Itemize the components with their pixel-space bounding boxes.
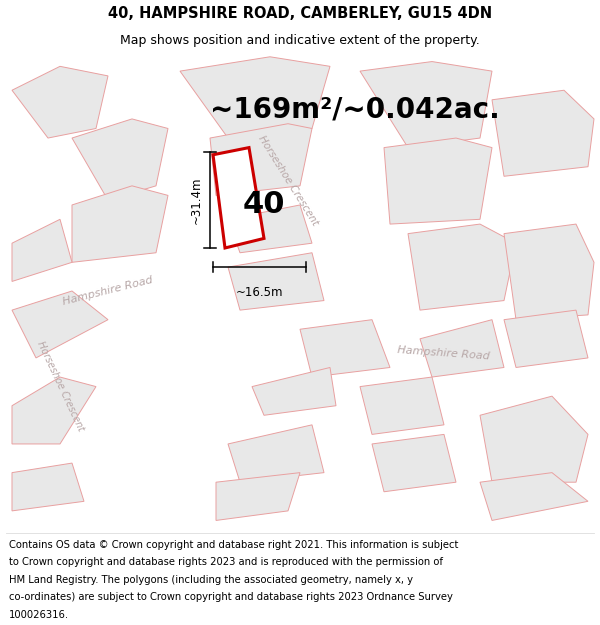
Polygon shape xyxy=(252,368,336,415)
Polygon shape xyxy=(480,472,588,521)
Text: ~31.4m: ~31.4m xyxy=(190,176,203,224)
Polygon shape xyxy=(12,463,84,511)
Polygon shape xyxy=(504,224,594,319)
Text: to Crown copyright and database rights 2023 and is reproduced with the permissio: to Crown copyright and database rights 2… xyxy=(9,557,443,567)
Polygon shape xyxy=(216,472,300,521)
Polygon shape xyxy=(12,66,108,138)
Text: 40: 40 xyxy=(243,191,285,219)
Polygon shape xyxy=(300,319,390,377)
Polygon shape xyxy=(228,253,324,310)
Polygon shape xyxy=(480,396,588,482)
Polygon shape xyxy=(12,377,96,444)
Text: Contains OS data © Crown copyright and database right 2021. This information is : Contains OS data © Crown copyright and d… xyxy=(9,539,458,549)
Polygon shape xyxy=(360,377,444,434)
Polygon shape xyxy=(360,61,492,148)
Text: 40, HAMPSHIRE ROAD, CAMBERLEY, GU15 4DN: 40, HAMPSHIRE ROAD, CAMBERLEY, GU15 4DN xyxy=(108,6,492,21)
Polygon shape xyxy=(12,291,108,358)
Polygon shape xyxy=(213,148,264,248)
Text: 100026316.: 100026316. xyxy=(9,610,69,620)
Polygon shape xyxy=(408,224,516,310)
Polygon shape xyxy=(384,138,492,224)
Text: Horseshoe Crescent: Horseshoe Crescent xyxy=(256,134,320,228)
Polygon shape xyxy=(12,219,72,281)
Text: Horseshoe Crescent: Horseshoe Crescent xyxy=(35,340,85,433)
Text: Hampshire Road: Hampshire Road xyxy=(62,275,154,307)
Polygon shape xyxy=(72,186,168,262)
Polygon shape xyxy=(504,310,588,368)
Polygon shape xyxy=(492,90,594,176)
Polygon shape xyxy=(420,319,504,377)
Text: Map shows position and indicative extent of the property.: Map shows position and indicative extent… xyxy=(120,34,480,47)
Polygon shape xyxy=(228,425,324,483)
Polygon shape xyxy=(180,57,330,138)
Text: ~16.5m: ~16.5m xyxy=(236,286,283,299)
Polygon shape xyxy=(72,119,168,200)
Text: ~169m²/~0.042ac.: ~169m²/~0.042ac. xyxy=(210,96,500,123)
Text: Hampshire Road: Hampshire Road xyxy=(397,345,491,361)
Polygon shape xyxy=(210,124,312,196)
Polygon shape xyxy=(372,434,456,492)
Text: co-ordinates) are subject to Crown copyright and database rights 2023 Ordnance S: co-ordinates) are subject to Crown copyr… xyxy=(9,592,453,602)
Polygon shape xyxy=(228,205,312,252)
Text: HM Land Registry. The polygons (including the associated geometry, namely x, y: HM Land Registry. The polygons (includin… xyxy=(9,574,413,584)
